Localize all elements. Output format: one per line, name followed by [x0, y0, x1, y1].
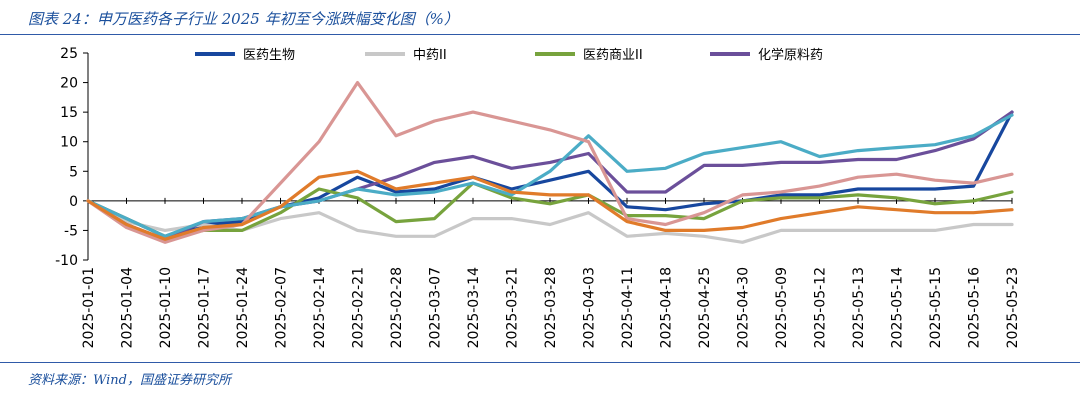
figure-title: 图表 24：申万医药各子行业 2025 年初至今涨跌幅变化图（%） — [28, 10, 459, 28]
x-tick-label: 2025-01-17 — [197, 267, 213, 348]
x-tick-label: 2025-01-24 — [235, 267, 251, 348]
x-tick-label: 2025-05-23 — [1005, 267, 1021, 348]
legend-label: 化学原料药 — [758, 47, 823, 63]
line-chart: -10 -5 0 5 10 15 20 25 2025-01-01 2025-01-04 2025-… — [55, 46, 1021, 348]
y-tick-label: 5 — [69, 164, 78, 180]
legend-label: 医药生物 — [243, 48, 295, 63]
x-tick-label: 2025-05-12 — [813, 267, 829, 348]
series-line-0 — [86, 110, 1014, 238]
x-tick-label: 2025-04-11 — [620, 267, 636, 348]
legend-label: 医药商业II — [583, 48, 643, 63]
y-tick-label: -5 — [64, 223, 78, 239]
y-tick-label: 25 — [60, 46, 78, 62]
x-tick-label: 2025-04-18 — [659, 267, 675, 348]
x-tick-label: 2025-04-03 — [582, 267, 598, 348]
x-tick-label: 2025-03-21 — [505, 267, 521, 348]
x-tick-label: 2025-04-25 — [697, 267, 713, 348]
x-tick-label: 2025-01-10 — [158, 267, 174, 348]
x-tick-label: 2025-03-28 — [543, 267, 559, 348]
legend: 医药生物 中药II 医药商业II 化学原料药 — [195, 47, 823, 63]
y-tick-label: 10 — [60, 135, 78, 151]
x-tick-label: 2025-03-07 — [428, 267, 444, 348]
series-line-4 — [86, 113, 1014, 238]
x-tick-label: 2025-05-14 — [890, 267, 906, 348]
x-tick-label: 2025-05-15 — [928, 267, 944, 348]
series-line-2 — [86, 181, 1014, 238]
figure-source: 资料来源：Wind，国盛证券研究所 — [28, 373, 231, 388]
series-line-6 — [86, 169, 1014, 241]
x-tick-label: 2025-02-07 — [274, 267, 290, 348]
x-tick-label: 2025-01-04 — [120, 267, 136, 348]
x-tick-label: 2025-02-21 — [351, 267, 367, 348]
x-tick-label: 2025-05-16 — [967, 267, 983, 348]
y-tick-label: -10 — [55, 253, 78, 269]
x-tick-label: 2025-04-30 — [736, 267, 752, 348]
x-tick-label: 2025-03-14 — [466, 267, 482, 348]
x-tick-label: 2025-02-14 — [312, 267, 328, 348]
series-layer — [86, 80, 1014, 244]
legend-label: 中药II — [413, 48, 447, 63]
x-tick-label: 2025-05-13 — [851, 267, 867, 348]
title-rule — [0, 34, 1080, 35]
x-tick-label: 2025-05-09 — [774, 267, 790, 348]
y-tick-label: 20 — [60, 76, 78, 92]
y-tick-label: 15 — [60, 105, 78, 121]
x-tick-label: 2025-01-01 — [81, 267, 97, 348]
chart-axes: -10 -5 0 5 10 15 20 25 2025-01-01 2025-01-04 2025-… — [55, 46, 1021, 348]
source-rule — [0, 362, 1080, 363]
x-tick-label: 2025-02-28 — [389, 267, 405, 348]
y-tick-label: 0 — [69, 194, 78, 210]
